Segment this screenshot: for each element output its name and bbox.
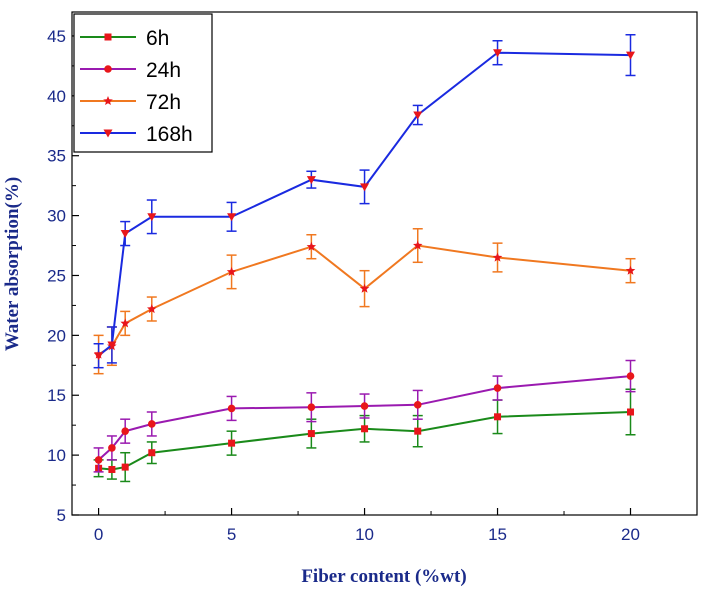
data-point xyxy=(227,404,236,413)
data-point xyxy=(413,240,423,250)
data-point xyxy=(360,183,370,192)
data-point xyxy=(307,403,316,412)
y-tick-label: 35 xyxy=(47,147,66,166)
data-point xyxy=(627,408,635,416)
data-point xyxy=(626,372,635,380)
series-line xyxy=(97,51,631,357)
data-point xyxy=(107,341,117,350)
y-tick-label: 30 xyxy=(47,207,66,226)
data-point xyxy=(94,352,104,361)
data-point xyxy=(147,213,157,222)
data-point xyxy=(120,318,130,328)
plot-frame xyxy=(71,11,698,516)
series-line xyxy=(97,375,631,461)
data-point xyxy=(306,241,317,251)
data-point xyxy=(121,427,129,435)
series-168h xyxy=(93,34,636,369)
data-point xyxy=(413,111,423,120)
data-point xyxy=(227,213,237,222)
data-point xyxy=(228,439,236,447)
data-point xyxy=(108,444,116,452)
data-point xyxy=(147,304,157,314)
data-point xyxy=(120,230,130,239)
legend-marker-72h xyxy=(103,96,113,105)
y-tick-label: 25 xyxy=(47,266,66,285)
legend-label-72h: 72h xyxy=(146,91,181,114)
legend-label-168h: 168h xyxy=(146,123,193,146)
data-point xyxy=(626,51,636,60)
legend-marker-6h xyxy=(104,33,112,41)
data-point xyxy=(226,266,237,276)
data-point xyxy=(108,465,116,473)
x-tick-label: 5 xyxy=(227,525,236,544)
legend-marker-24h xyxy=(104,65,112,73)
legend: 6h 24h 72h 168h xyxy=(73,13,213,153)
data-point xyxy=(493,384,502,392)
data-point xyxy=(361,425,369,433)
data-point xyxy=(147,420,156,428)
series-line xyxy=(98,244,631,356)
data-point xyxy=(360,402,369,410)
legend-label-6h: 6h xyxy=(146,27,169,50)
data-point xyxy=(625,265,636,275)
x-tick-label: 0 xyxy=(94,525,103,544)
data-point xyxy=(307,430,315,438)
axis-ticks: 0 5 10 15 20 5 10 15 20 25 30 35 40 45 xyxy=(47,27,640,544)
legend-label-24h: 24h xyxy=(146,59,181,82)
data-point xyxy=(492,252,503,262)
data-point xyxy=(494,413,502,421)
series-72h xyxy=(93,228,636,375)
data-point xyxy=(493,49,503,58)
series-layer xyxy=(93,34,636,483)
y-tick-label: 40 xyxy=(47,87,66,106)
data-point xyxy=(359,283,370,293)
x-axis-title: Fiber content (%wt) xyxy=(301,566,466,587)
series-24h xyxy=(93,359,636,473)
data-point xyxy=(94,456,103,464)
x-tick-label: 20 xyxy=(621,525,640,544)
y-tick-label: 45 xyxy=(47,27,66,46)
x-tick-label: 15 xyxy=(488,525,507,544)
data-point xyxy=(414,427,422,435)
y-tick-label: 15 xyxy=(47,386,66,405)
y-axis-title: Water absorption(%) xyxy=(2,177,23,351)
x-tick-label: 10 xyxy=(355,525,374,544)
y-tick-label: 20 xyxy=(47,326,66,345)
data-point xyxy=(413,401,422,409)
data-point xyxy=(306,176,316,185)
series-line xyxy=(98,411,631,471)
data-point xyxy=(121,463,129,471)
data-point xyxy=(148,449,156,457)
legend-marker-168h xyxy=(103,129,113,138)
y-tick-label: 5 xyxy=(57,506,66,525)
y-tick-label: 10 xyxy=(47,446,66,465)
